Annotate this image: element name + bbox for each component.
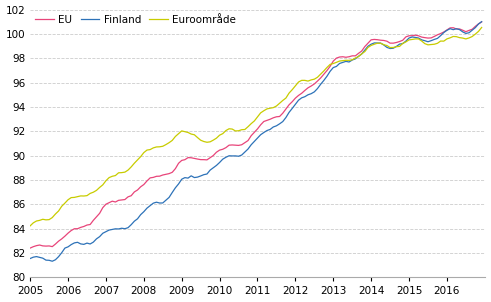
Line: Euroområde: Euroområde (30, 27, 482, 226)
Euroområde (93, 188, 99, 192)
Euroområde (59, 204, 65, 208)
Line: Finland: Finland (30, 22, 482, 261)
Finland (27, 257, 33, 260)
Legend: EU, Finland, Euroområde: EU, Finland, Euroområde (33, 13, 238, 27)
Finland (62, 246, 68, 250)
Finland (393, 45, 399, 48)
EU (390, 41, 396, 45)
Finland (49, 259, 55, 263)
Euroområde (397, 45, 403, 48)
Euroområde (390, 46, 396, 49)
EU (93, 215, 99, 219)
Euroområde (479, 26, 485, 29)
EU (479, 20, 485, 24)
Line: EU: EU (30, 22, 482, 248)
Finland (479, 20, 485, 24)
Finland (400, 42, 406, 45)
EU (397, 40, 403, 43)
Euroområde (166, 141, 172, 144)
EU (349, 54, 355, 58)
EU (27, 246, 33, 250)
Euroområde (349, 58, 355, 62)
EU (166, 172, 172, 175)
Finland (97, 235, 103, 239)
Finland (353, 57, 358, 61)
Finland (169, 191, 175, 194)
Euroområde (27, 224, 33, 228)
EU (59, 237, 65, 241)
